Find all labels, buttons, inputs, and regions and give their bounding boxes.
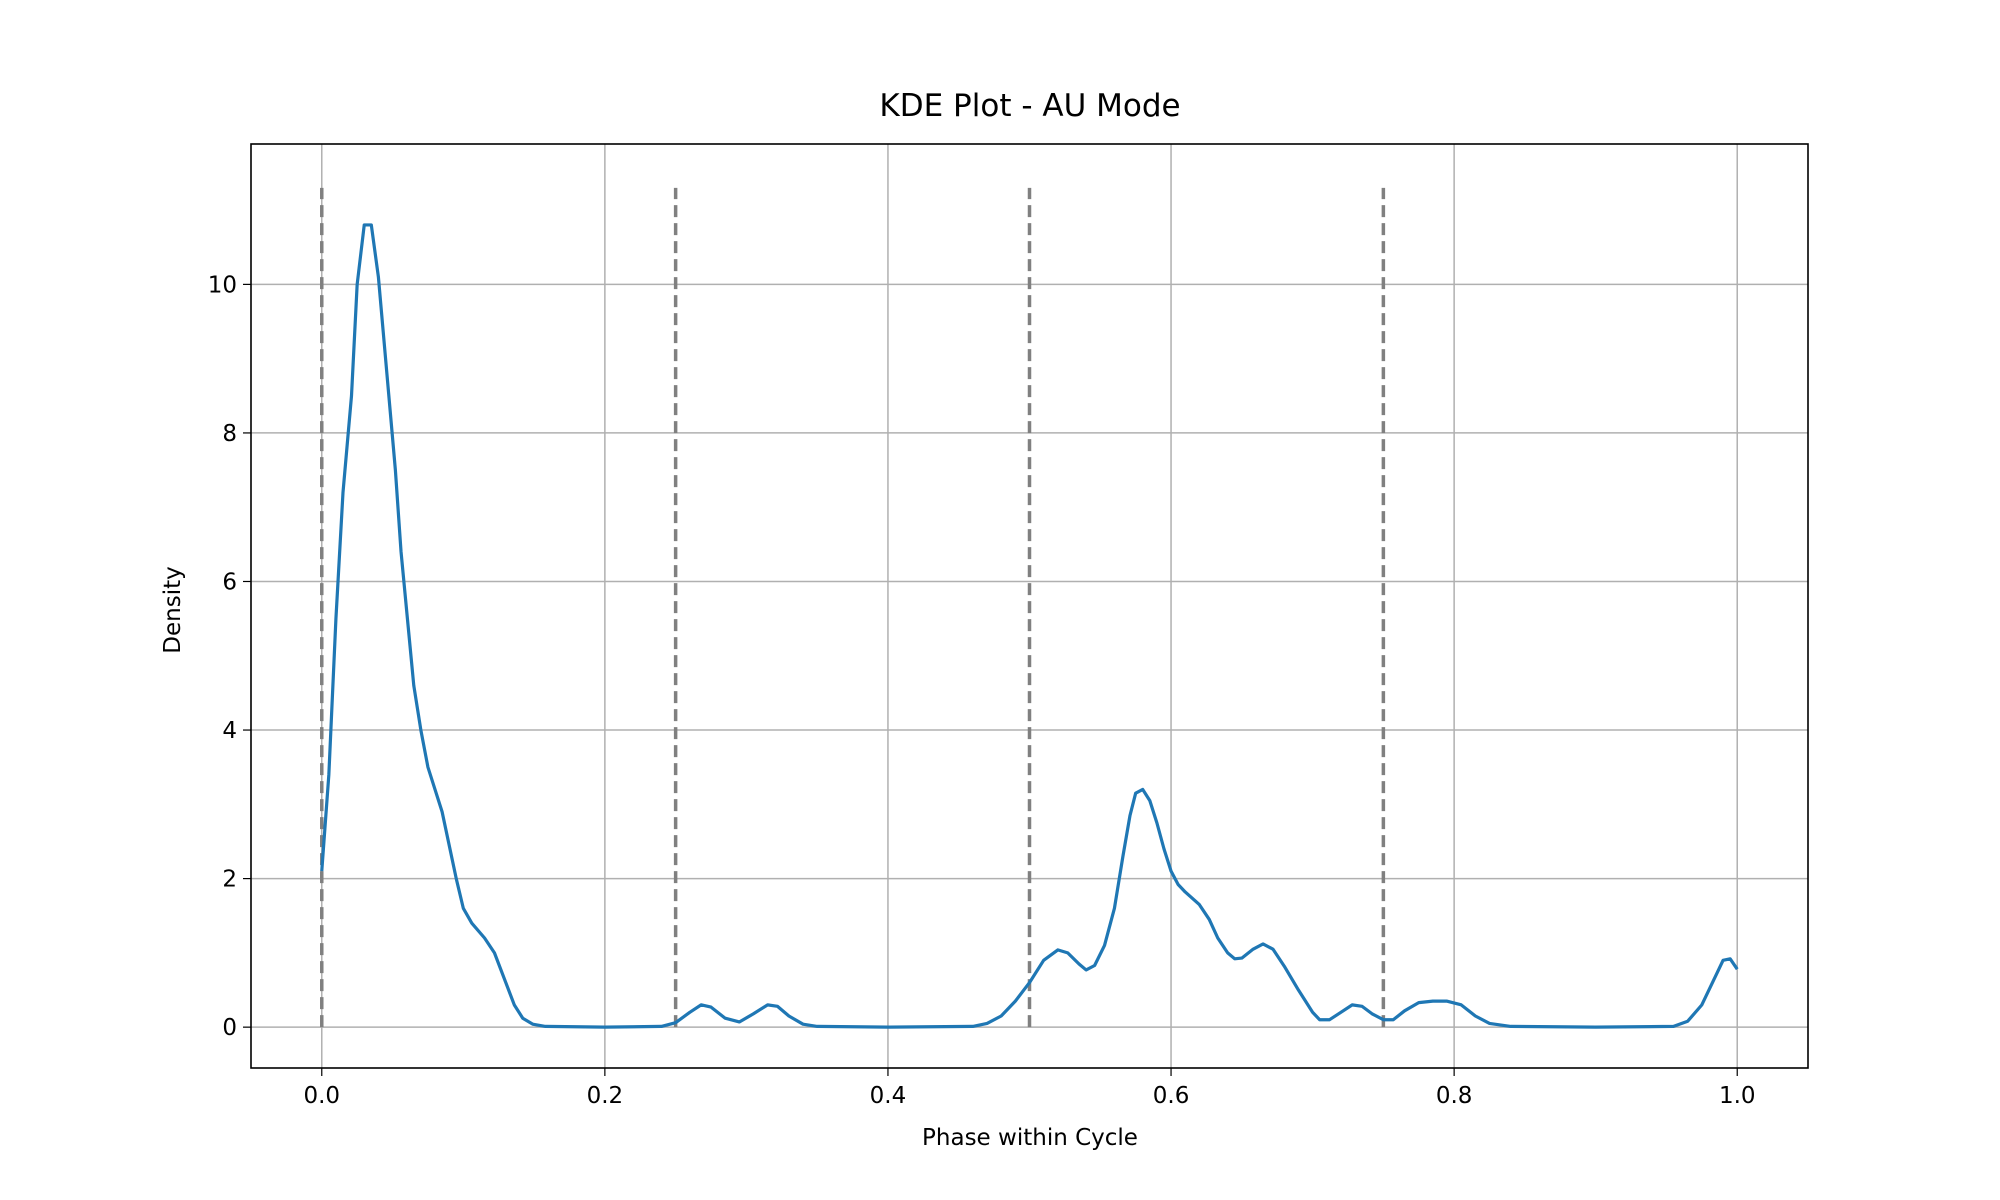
x-tick-label: 0.4 xyxy=(870,1083,907,1109)
y-tick-label: 6 xyxy=(222,569,237,595)
y-axis-label: Density xyxy=(160,566,186,653)
y-tick-label: 2 xyxy=(222,867,237,893)
chart-title: KDE Plot - AU Mode xyxy=(879,88,1180,124)
y-tick-label: 10 xyxy=(208,272,237,298)
x-tick-label: 0.6 xyxy=(1153,1083,1190,1109)
kde-line xyxy=(320,223,1739,1029)
plot-frame xyxy=(250,143,1809,1069)
x-tick-label: 1.0 xyxy=(1719,1083,1756,1109)
x-axis-label: Phase within Cycle xyxy=(922,1125,1138,1151)
y-tick-label: 0 xyxy=(222,1015,237,1041)
x-tick-label: 0.0 xyxy=(303,1083,340,1109)
x-tick-label: 0.8 xyxy=(1436,1083,1473,1109)
x-tick-label: 0.2 xyxy=(587,1083,624,1109)
y-tick-label: 4 xyxy=(222,718,237,744)
y-tick-label: 8 xyxy=(222,421,237,447)
